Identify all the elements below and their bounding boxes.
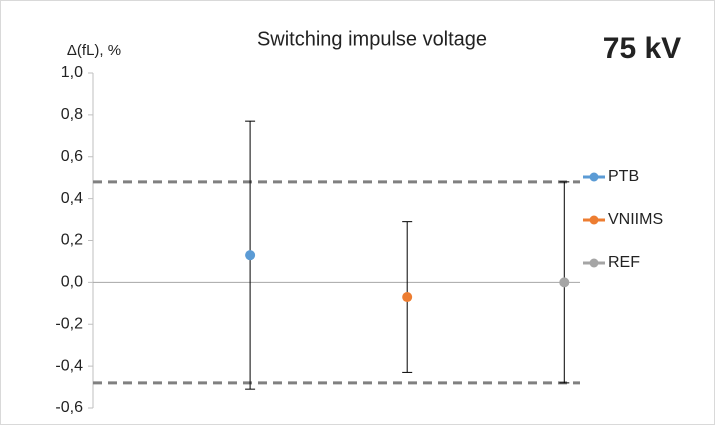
y-tick-label: -0,2 <box>55 315 83 332</box>
legend-label: PTB <box>608 168 639 185</box>
y-tick-label: -0,4 <box>55 357 83 374</box>
point <box>402 292 413 303</box>
y-tick-label: 0,2 <box>61 232 83 249</box>
y-tick-label: 0,0 <box>61 274 83 291</box>
point <box>559 277 570 288</box>
y-tick-label: 0,6 <box>61 148 83 165</box>
y-tick-label: 0,8 <box>61 106 83 123</box>
chart-title: Switching impulse voltage <box>257 28 487 50</box>
legend-marker <box>589 215 599 225</box>
point <box>245 250 256 261</box>
y-tick-label: 1,0 <box>61 64 83 81</box>
y-tick-label: 0,4 <box>61 190 83 207</box>
annotation: 75 kV <box>603 32 681 65</box>
legend-label: REF <box>608 254 640 271</box>
legend-label: VNIIMS <box>608 211 663 228</box>
legend-marker <box>589 172 599 182</box>
y-axis-label: Δ(fL), % <box>67 42 121 59</box>
y-tick-label: -0,6 <box>55 399 83 416</box>
legend-marker <box>589 258 599 268</box>
